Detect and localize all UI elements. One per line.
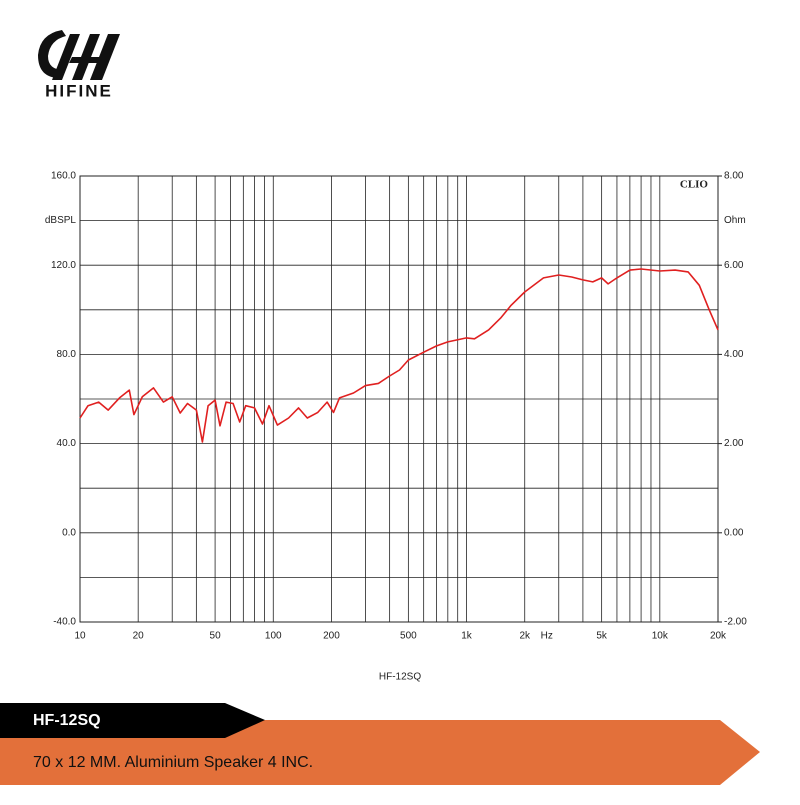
y-tick-label: 40.0 <box>57 438 77 449</box>
y2-tick-label: 2.00 <box>724 438 744 449</box>
x-tick-label: 5k <box>596 631 608 642</box>
brand-label: CLIO <box>680 179 709 191</box>
x-tick-label: 2k <box>519 631 531 642</box>
x-tick-label: 50 <box>210 631 222 642</box>
y2-axis-label: Ohm <box>724 215 746 226</box>
x-unit: Hz <box>541 631 553 642</box>
logo-text: HIFINE <box>45 81 113 100</box>
x-tick-label: 10k <box>652 631 669 642</box>
y-tick-label: 80.0 <box>57 349 77 360</box>
x-tick-label: 20k <box>710 631 727 642</box>
y-tick-label: 120.0 <box>51 260 76 271</box>
black-band <box>0 703 265 738</box>
response-line <box>79 268 719 443</box>
banner-description: 70 x 12 MM. Aluminium Speaker 4 INC. <box>33 754 313 771</box>
y-axis-label: dBSPL <box>45 215 77 226</box>
x-tick-label: 1k <box>461 631 473 642</box>
x-tick-label: 10 <box>74 631 86 642</box>
y2-tick-label: 4.00 <box>724 349 744 360</box>
logo-mark <box>38 30 120 80</box>
chart: 10 20 50 100 200 500 1k 2k 5k 10k 20k Hz -40.0 0.0 40.… <box>45 171 747 642</box>
y-tick-label: 0.0 <box>62 527 76 538</box>
y-tick-label: 160.0 <box>51 171 76 182</box>
banner-model: HF-12SQ <box>33 712 101 729</box>
chart-caption: HF-12SQ <box>379 672 421 683</box>
x-tick-label: 20 <box>133 631 145 642</box>
x-tick-label: 200 <box>323 631 340 642</box>
y2-tick-label: 6.00 <box>724 260 744 271</box>
y2-tick-label: 8.00 <box>724 171 744 182</box>
y2-tick-label: -2.00 <box>724 617 747 628</box>
y2-tick-label: 0.00 <box>724 527 744 538</box>
x-tick-label: 100 <box>265 631 282 642</box>
x-tick-label: 500 <box>400 631 417 642</box>
y-tick-label: -40.0 <box>53 617 76 628</box>
